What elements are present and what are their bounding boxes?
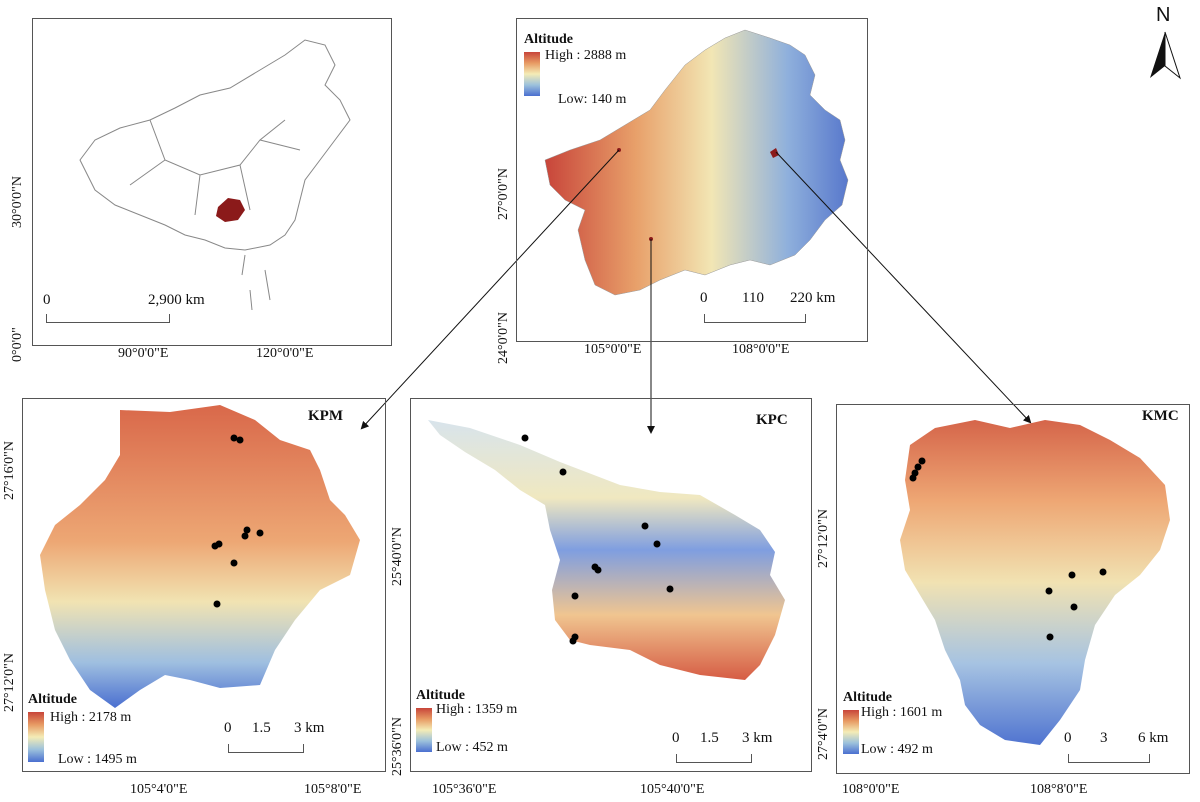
kmc-legend-ramp [843,710,859,754]
kpc-frame [410,398,812,772]
guizhou-scale-max: 220 km [790,290,836,306]
kpc-scale-bar [676,754,752,763]
kmc-legend-title: Altitude [843,690,892,705]
arrow-to-kmc [775,151,1032,424]
overview-lat-0: 0°0'0" [10,327,25,362]
kpc-legend-title: Altitude [416,688,465,703]
kmc-marker [770,148,779,158]
kpc-sample-points [521,434,674,645]
guizhou-legend-title: Altitude [524,32,573,47]
kpm-legend-title: Altitude [28,692,77,707]
kpc-scale-0: 0 [672,730,680,746]
kpc-dem [428,420,785,680]
kpm-frame [22,398,386,772]
kpc-legend-low: Low : 452 m [436,740,508,755]
kpm-title: KPM [308,408,343,424]
kmc-frame [836,404,1190,774]
kpm-dem [40,405,360,708]
kpm-scale-max: 3 km [294,720,325,736]
kmc-legend-high: High : 1601 m [861,705,943,720]
china-outline [79,39,351,311]
overview-lon-120: 120°0'0"E [256,346,314,361]
kmc-lat-12: 27°12'0"N [816,509,831,568]
guizhou-lon-105: 105°0'0"E [584,342,642,357]
arrow-to-kpm [360,149,620,430]
kmc-scale-mid: 3 [1100,730,1108,746]
kmc-scale-0: 0 [1064,730,1072,746]
kpc-lat-40: 25°40'0"N [390,527,405,586]
guizhou-highlight [216,198,245,222]
kpc-legend-ramp [416,708,432,752]
kpm-legend-low: Low : 1495 m [58,752,137,767]
guizhou-scale-bar [704,314,806,323]
guizhou-legend-low: Low: 140 m [558,92,627,107]
guizhou-frame [516,18,868,342]
kpm-lat-16: 27°16'0"N [2,441,17,500]
kmc-lon-8: 108°8'0"E [1030,782,1088,797]
kmc-title: KMC [1142,408,1179,424]
guizhou-legend-high: High : 2888 m [545,48,627,63]
guizhou-lat-27: 27°0'0"N [496,168,511,220]
kmc-sample-points [909,457,1107,641]
overview-lat-30: 30°0'0"N [10,176,25,228]
overview-frame [32,18,392,346]
guizhou-lon-108: 108°0'0"E [732,342,790,357]
kmc-lat-4: 27°4'0"N [816,708,831,760]
kpc-lon-40: 105°40'0"E [640,782,705,797]
north-arrow-label: N [1156,4,1171,26]
overview-lon-90: 90°0'0"E [118,346,169,361]
guizhou-legend-ramp [524,52,540,96]
kpc-scale-max: 3 km [742,730,773,746]
overview-scale-max: 2,900 km [148,292,205,308]
kpm-lat-12: 27°12'0"N [2,653,17,712]
kpm-sample-points [211,434,264,608]
overview-scale-0: 0 [43,292,51,308]
kpc-scale-mid: 1.5 [700,730,719,746]
guizhou-scale-0: 0 [700,290,708,306]
north-arrow-icon [1150,31,1181,80]
overview-scale-bar [46,314,170,323]
kmc-dem [900,420,1170,745]
kpm-legend-high: High : 2178 m [50,710,132,725]
kpm-lon-8: 105°8'0"E [304,782,362,797]
kmc-legend-low: Low : 492 m [861,742,933,757]
kpm-legend-ramp [28,712,44,762]
guizhou-lat-24: 24°0'0"N [496,312,511,364]
guizhou-scale-mid: 110 [742,290,764,306]
kmc-lon-0: 108°0'0"E [842,782,900,797]
kpm-scale-mid: 1.5 [252,720,271,736]
kpc-lon-36: 105°36'0"E [432,782,497,797]
kpm-scale-bar [228,744,304,753]
kpc-legend-high: High : 1359 m [436,702,518,717]
kmc-scale-bar [1068,754,1150,763]
kpc-title: KPC [756,412,788,428]
kmc-scale-max: 6 km [1138,730,1169,746]
kpm-scale-0: 0 [224,720,232,736]
kpc-lat-36: 25°36'0"N [390,717,405,776]
guizhou-dem [544,29,849,296]
kpm-lon-4: 105°4'0"E [130,782,188,797]
